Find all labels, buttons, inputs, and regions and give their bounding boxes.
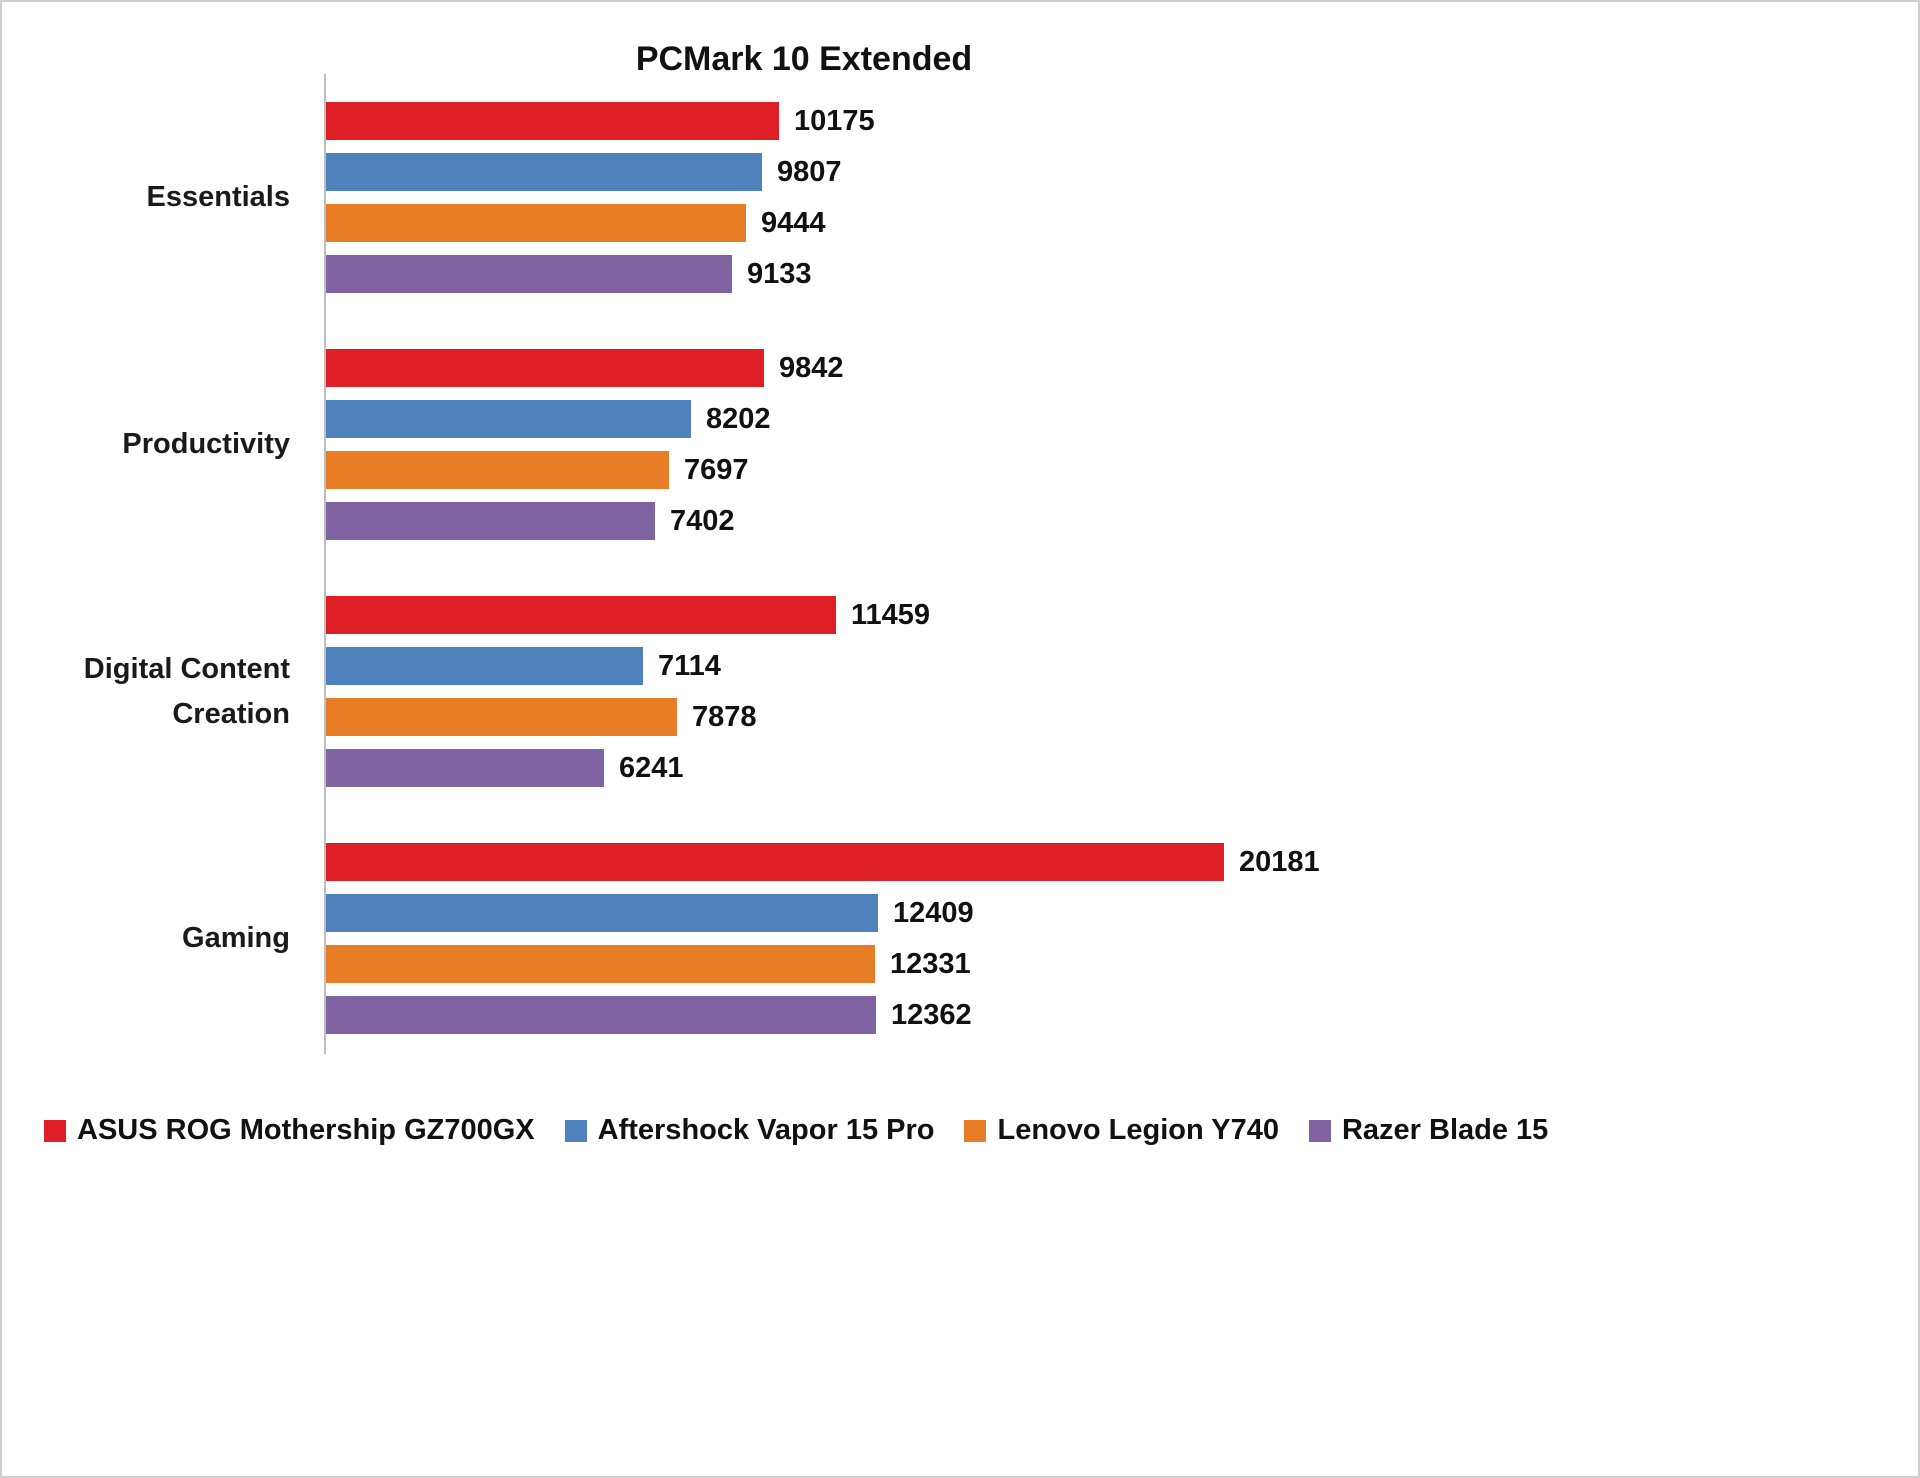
bar xyxy=(326,996,876,1034)
value-label: 7114 xyxy=(658,649,721,682)
value-label: 20181 xyxy=(1239,845,1320,878)
value-label: 11459 xyxy=(851,598,931,631)
bar-row: 9807 xyxy=(326,153,1898,191)
bar xyxy=(326,204,746,242)
bar xyxy=(326,400,691,438)
value-label: 12409 xyxy=(893,896,974,929)
legend-swatch xyxy=(564,1119,587,1142)
bar-row: 7114 xyxy=(326,647,1898,685)
legend-swatch xyxy=(1308,1119,1331,1142)
bar xyxy=(326,153,762,191)
category-group: Productivity 9842 8202 7697 7402 xyxy=(2,349,1898,540)
bar-row: 6241 xyxy=(326,749,1898,787)
value-label: 12362 xyxy=(891,998,972,1031)
bar-row: 9133 xyxy=(326,255,1898,293)
bar xyxy=(326,698,677,736)
legend: ASUS ROG Mothership GZ700GX Aftershock Va… xyxy=(44,1114,1898,1147)
bar-row: 12409 xyxy=(326,894,1898,932)
legend-label: Aftershock Vapor 15 Pro xyxy=(597,1114,935,1146)
bar xyxy=(326,596,836,634)
legend-item: Razer Blade 15 xyxy=(1308,1114,1549,1147)
category-bars: 11459 7114 7878 6241 xyxy=(324,596,1898,787)
legend-item: Aftershock Vapor 15 Pro xyxy=(564,1114,935,1147)
category-bars: 20181 12409 12331 12362 xyxy=(324,843,1898,1034)
category-bars: 9842 8202 7697 7402 xyxy=(324,349,1898,540)
legend-item: ASUS ROG Mothership GZ700GX xyxy=(44,1114,535,1147)
value-label: 7878 xyxy=(692,700,757,733)
legend-swatch xyxy=(964,1119,987,1142)
value-label: 6241 xyxy=(619,751,684,784)
bar-row: 7697 xyxy=(326,451,1898,489)
value-label: 10175 xyxy=(794,104,875,137)
bar-row: 8202 xyxy=(326,400,1898,438)
bar xyxy=(326,647,643,685)
bar-row: 9842 xyxy=(326,349,1898,387)
bar-row: 20181 xyxy=(326,843,1898,881)
category-group: Essentials 10175 9807 9444 9133 xyxy=(2,102,1898,293)
bar xyxy=(326,749,604,787)
bar-row: 7402 xyxy=(326,502,1898,540)
legend-swatch xyxy=(44,1119,66,1142)
bar xyxy=(326,255,732,293)
category-label: Essentials xyxy=(146,181,290,214)
category-bars: 10175 9807 9444 9133 xyxy=(324,102,1898,293)
bar xyxy=(326,945,875,983)
bar-row: 12331 xyxy=(326,945,1898,983)
value-label: 9807 xyxy=(777,155,842,188)
category-label: Productivity xyxy=(122,428,290,461)
legend-item: Lenovo Legion Y740 xyxy=(964,1114,1279,1147)
category-group: Gaming 20181 12409 12331 12362 xyxy=(2,843,1898,1034)
legend-label: Lenovo Legion Y740 xyxy=(997,1114,1279,1146)
chart-title: PCMark 10 Extended xyxy=(635,40,973,78)
bar xyxy=(326,843,1224,881)
bar-row: 7878 xyxy=(326,698,1898,736)
value-label: 7402 xyxy=(670,504,735,537)
plot-area: Essentials 10175 9807 9444 9133 Productivity 9… xyxy=(2,74,1898,1054)
legend-label: ASUS ROG Mothership GZ700GX xyxy=(77,1114,535,1146)
bar xyxy=(326,894,878,932)
value-label: 7697 xyxy=(684,453,749,486)
value-label: 9444 xyxy=(761,206,826,239)
value-label: 8202 xyxy=(706,402,771,435)
bar-row: 10175 xyxy=(326,102,1898,140)
bar xyxy=(326,349,764,387)
value-label: 9133 xyxy=(747,257,812,290)
y-axis-line xyxy=(324,74,326,1054)
bar-row: 12362 xyxy=(326,996,1898,1034)
bar-row: 11459 xyxy=(326,596,1898,634)
bar xyxy=(326,502,655,540)
bar xyxy=(326,451,669,489)
category-group: Digital Content Creation 11459 7114 7878 624… xyxy=(2,596,1898,787)
category-label: Digital Content Creation xyxy=(83,652,290,730)
bar-row: 9444 xyxy=(326,204,1898,242)
bar xyxy=(326,102,779,140)
value-label: 9842 xyxy=(779,351,844,384)
value-label: 12331 xyxy=(890,947,971,980)
legend-label: Razer Blade 15 xyxy=(1341,1114,1549,1146)
category-label: Gaming xyxy=(182,922,290,955)
